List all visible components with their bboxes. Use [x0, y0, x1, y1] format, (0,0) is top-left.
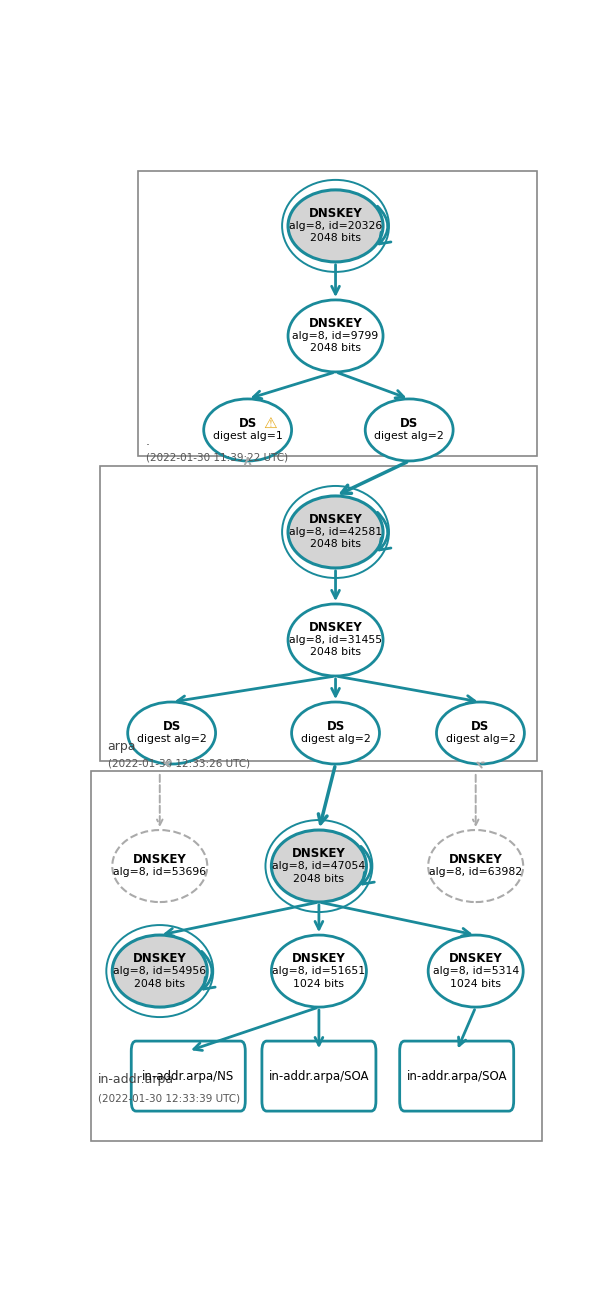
Text: 1024 bits: 1024 bits — [294, 978, 345, 989]
Text: arpa: arpa — [107, 740, 136, 753]
FancyBboxPatch shape — [262, 1040, 376, 1111]
FancyArrowPatch shape — [361, 847, 375, 885]
Text: .: . — [145, 435, 150, 448]
Text: ⚠: ⚠ — [264, 416, 277, 431]
Ellipse shape — [288, 190, 383, 262]
Text: alg=8, id=47054: alg=8, id=47054 — [272, 861, 365, 872]
Ellipse shape — [365, 399, 453, 461]
Text: digest alg=2: digest alg=2 — [446, 734, 516, 744]
Text: alg=8, id=5314: alg=8, id=5314 — [433, 966, 519, 976]
Text: DS: DS — [238, 417, 257, 430]
Text: digest alg=1: digest alg=1 — [213, 431, 283, 442]
Text: DNSKEY: DNSKEY — [292, 847, 346, 860]
Ellipse shape — [292, 701, 379, 764]
Text: alg=8, id=63982: alg=8, id=63982 — [429, 868, 522, 877]
Text: DNSKEY: DNSKEY — [309, 513, 362, 526]
Text: DNSKEY: DNSKEY — [309, 621, 362, 634]
Text: DS: DS — [326, 720, 345, 733]
FancyBboxPatch shape — [400, 1040, 514, 1111]
FancyBboxPatch shape — [139, 171, 538, 456]
Text: alg=8, id=42581: alg=8, id=42581 — [289, 527, 382, 536]
Ellipse shape — [128, 701, 216, 764]
Text: alg=8, id=9799: alg=8, id=9799 — [292, 331, 379, 340]
FancyBboxPatch shape — [91, 772, 542, 1141]
Text: DS: DS — [471, 720, 490, 733]
Text: alg=8, id=54956: alg=8, id=54956 — [113, 966, 207, 976]
Text: 2048 bits: 2048 bits — [310, 234, 361, 243]
Text: alg=8, id=51651: alg=8, id=51651 — [272, 966, 365, 976]
Ellipse shape — [288, 300, 383, 372]
Text: 2048 bits: 2048 bits — [310, 343, 361, 353]
Ellipse shape — [112, 830, 207, 902]
Text: DNSKEY: DNSKEY — [292, 952, 346, 965]
FancyArrowPatch shape — [202, 951, 215, 989]
Text: 2048 bits: 2048 bits — [134, 978, 185, 989]
Ellipse shape — [272, 935, 367, 1007]
Text: alg=8, id=53696: alg=8, id=53696 — [113, 868, 207, 877]
Ellipse shape — [204, 399, 292, 461]
Text: (2022-01-30 11:39:22 UTC): (2022-01-30 11:39:22 UTC) — [145, 453, 287, 462]
FancyBboxPatch shape — [101, 466, 538, 761]
FancyBboxPatch shape — [131, 1040, 245, 1111]
Text: DNSKEY: DNSKEY — [449, 952, 503, 965]
FancyArrowPatch shape — [378, 207, 391, 244]
Text: DNSKEY: DNSKEY — [133, 853, 186, 866]
Text: (2022-01-30 12:33:26 UTC): (2022-01-30 12:33:26 UTC) — [107, 759, 249, 768]
Text: in-addr.arpa/SOA: in-addr.arpa/SOA — [406, 1069, 507, 1082]
Text: 2048 bits: 2048 bits — [294, 873, 345, 883]
Text: in-addr.arpa: in-addr.arpa — [98, 1073, 174, 1086]
Ellipse shape — [272, 830, 367, 902]
Text: digest alg=2: digest alg=2 — [137, 734, 207, 744]
Text: 1024 bits: 1024 bits — [450, 978, 501, 989]
FancyArrowPatch shape — [378, 512, 391, 549]
Text: DNSKEY: DNSKEY — [309, 317, 362, 330]
Text: alg=8, id=31455: alg=8, id=31455 — [289, 635, 382, 646]
Ellipse shape — [428, 830, 524, 902]
Ellipse shape — [288, 496, 383, 568]
Text: in-addr.arpa/NS: in-addr.arpa/NS — [142, 1069, 234, 1082]
Text: DS: DS — [400, 417, 418, 430]
Text: DNSKEY: DNSKEY — [133, 952, 186, 965]
Text: digest alg=2: digest alg=2 — [375, 431, 444, 442]
Text: digest alg=2: digest alg=2 — [300, 734, 370, 744]
Ellipse shape — [428, 935, 524, 1007]
Ellipse shape — [436, 701, 524, 764]
Text: 2048 bits: 2048 bits — [310, 647, 361, 657]
Text: DS: DS — [162, 720, 181, 733]
Text: DNSKEY: DNSKEY — [309, 207, 362, 220]
Text: (2022-01-30 12:33:39 UTC): (2022-01-30 12:33:39 UTC) — [98, 1092, 240, 1103]
Text: DNSKEY: DNSKEY — [449, 853, 503, 866]
Text: alg=8, id=20326: alg=8, id=20326 — [289, 221, 382, 231]
Ellipse shape — [288, 604, 383, 675]
Text: 2048 bits: 2048 bits — [310, 539, 361, 549]
Text: in-addr.arpa/SOA: in-addr.arpa/SOA — [268, 1069, 369, 1082]
Ellipse shape — [112, 935, 207, 1007]
